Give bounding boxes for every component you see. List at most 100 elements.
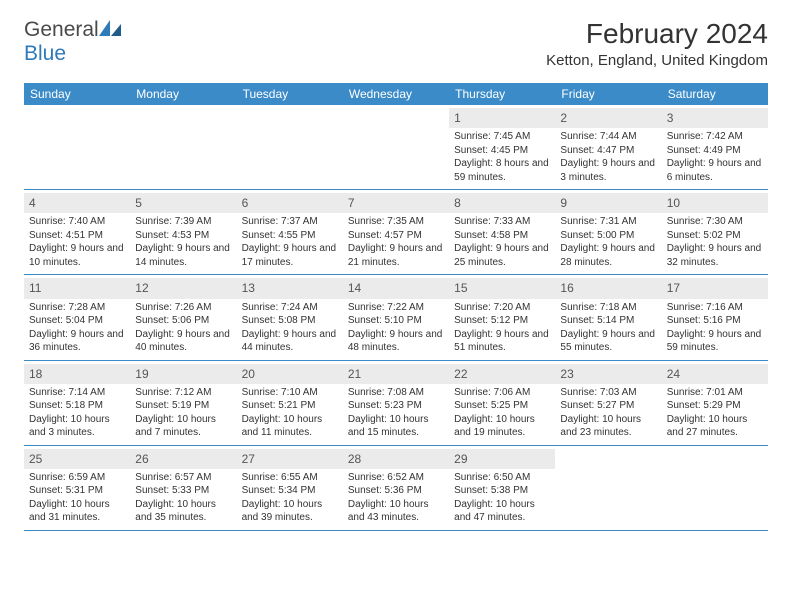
day-info: Sunrise: 7:16 AMSunset: 5:16 PMDaylight:… xyxy=(667,301,763,355)
sunrise-text: Sunrise: 7:30 AM xyxy=(667,215,763,229)
sunset-text: Sunset: 5:10 PM xyxy=(348,314,444,328)
day-number xyxy=(555,449,661,453)
day-number: 10 xyxy=(662,193,768,213)
day-number: 18 xyxy=(24,364,130,384)
sunset-text: Sunset: 4:57 PM xyxy=(348,229,444,243)
day-cell: 8Sunrise: 7:33 AMSunset: 4:58 PMDaylight… xyxy=(449,190,555,274)
sunrise-text: Sunrise: 7:45 AM xyxy=(454,130,550,144)
day-cell: 4Sunrise: 7:40 AMSunset: 4:51 PMDaylight… xyxy=(24,190,130,274)
day-info: Sunrise: 7:24 AMSunset: 5:08 PMDaylight:… xyxy=(242,301,338,355)
daylight-text: Daylight: 9 hours and 14 minutes. xyxy=(135,242,231,269)
day-cell-empty xyxy=(555,446,661,530)
sunrise-text: Sunrise: 7:40 AM xyxy=(29,215,125,229)
sunset-text: Sunset: 4:53 PM xyxy=(135,229,231,243)
day-info: Sunrise: 7:03 AMSunset: 5:27 PMDaylight:… xyxy=(560,386,656,440)
day-number: 23 xyxy=(555,364,661,384)
day-number: 15 xyxy=(449,278,555,298)
sunrise-text: Sunrise: 7:18 AM xyxy=(560,301,656,315)
sunrise-text: Sunrise: 6:59 AM xyxy=(29,471,125,485)
day-cell: 9Sunrise: 7:31 AMSunset: 5:00 PMDaylight… xyxy=(555,190,661,274)
sunset-text: Sunset: 4:45 PM xyxy=(454,144,550,158)
brand-name-part2: Blue xyxy=(24,42,66,65)
day-cell: 16Sunrise: 7:18 AMSunset: 5:14 PMDayligh… xyxy=(555,275,661,359)
weekday-header: Monday xyxy=(130,83,236,105)
sunrise-text: Sunrise: 7:31 AM xyxy=(560,215,656,229)
daylight-text: Daylight: 10 hours and 35 minutes. xyxy=(135,498,231,525)
day-number: 29 xyxy=(449,449,555,469)
day-cell: 22Sunrise: 7:06 AMSunset: 5:25 PMDayligh… xyxy=(449,361,555,445)
day-number: 24 xyxy=(662,364,768,384)
sunrise-text: Sunrise: 7:39 AM xyxy=(135,215,231,229)
day-number: 19 xyxy=(130,364,236,384)
sunrise-text: Sunrise: 7:16 AM xyxy=(667,301,763,315)
day-cell: 15 Sunrise: 7:20 AMSunset: 5:12 PMDayligh… xyxy=(449,275,555,359)
sunset-text: Sunset: 5:23 PM xyxy=(348,399,444,413)
day-number: 11 xyxy=(24,278,130,298)
day-cell: 6 Sunrise: 7:37 AMSunset: 4:55 PMDaylight… xyxy=(237,190,343,274)
sunrise-text: Sunrise: 7:37 AM xyxy=(242,215,338,229)
day-cell: 19Sunrise: 7:12 AMSunset: 5:19 PMDayligh… xyxy=(130,361,236,445)
sunset-text: Sunset: 5:38 PM xyxy=(454,484,550,498)
day-info: Sunrise: 6:52 AMSunset: 5:36 PMDaylight:… xyxy=(348,471,444,525)
daylight-text: Daylight: 9 hours and 48 minutes. xyxy=(348,328,444,355)
sunset-text: Sunset: 5:02 PM xyxy=(667,229,763,243)
sunset-text: Sunset: 5:19 PM xyxy=(135,399,231,413)
day-number: 17 xyxy=(662,278,768,298)
day-info: Sunrise: 6:55 AMSunset: 5:34 PMDaylight:… xyxy=(242,471,338,525)
day-number: 14 xyxy=(343,278,449,298)
day-info: Sunrise: 7:28 AMSunset: 5:04 PMDaylight:… xyxy=(29,301,125,355)
day-cell: 29Sunrise: 6:50 AMSunset: 5:38 PMDayligh… xyxy=(449,446,555,530)
day-cell: 14Sunrise: 7:22 AMSunset: 5:10 PMDayligh… xyxy=(343,275,449,359)
brand-name-part1: General xyxy=(24,18,99,41)
sunrise-text: Sunrise: 7:35 AM xyxy=(348,215,444,229)
day-info: Sunrise: 7:42 AMSunset: 4:49 PMDaylight:… xyxy=(667,130,763,184)
sunrise-text: Sunrise: 7:28 AM xyxy=(29,301,125,315)
daylight-text: Daylight: 10 hours and 15 minutes. xyxy=(348,413,444,440)
title-block: February 2024 Ketton, England, United Ki… xyxy=(546,18,768,69)
day-cell: 26Sunrise: 6:57 AMSunset: 5:33 PMDayligh… xyxy=(130,446,236,530)
weekday-header-row: Sunday Monday Tuesday Wednesday Thursday… xyxy=(24,83,768,105)
sunset-text: Sunset: 4:55 PM xyxy=(242,229,338,243)
daylight-text: Daylight: 10 hours and 7 minutes. xyxy=(135,413,231,440)
daylight-text: Daylight: 10 hours and 3 minutes. xyxy=(29,413,125,440)
sunset-text: Sunset: 5:00 PM xyxy=(560,229,656,243)
day-info: Sunrise: 7:35 AMSunset: 4:57 PMDaylight:… xyxy=(348,215,444,269)
weekday-header: Tuesday xyxy=(237,83,343,105)
day-info: Sunrise: 7:20 AMSunset: 5:12 PMDaylight:… xyxy=(454,301,550,355)
day-info: Sunrise: 7:01 AMSunset: 5:29 PMDaylight:… xyxy=(667,386,763,440)
day-number: 9 xyxy=(555,193,661,213)
daylight-text: Daylight: 9 hours and 25 minutes. xyxy=(454,242,550,269)
day-info: Sunrise: 7:33 AMSunset: 4:58 PMDaylight:… xyxy=(454,215,550,269)
day-cell-empty xyxy=(24,105,130,189)
sunrise-text: Sunrise: 7:03 AM xyxy=(560,386,656,400)
day-cell: 18Sunrise: 7:14 AMSunset: 5:18 PMDayligh… xyxy=(24,361,130,445)
week-row: 11Sunrise: 7:28 AMSunset: 5:04 PMDayligh… xyxy=(24,275,768,360)
daylight-text: Daylight: 10 hours and 23 minutes. xyxy=(560,413,656,440)
day-number: 28 xyxy=(343,449,449,469)
sunset-text: Sunset: 5:04 PM xyxy=(29,314,125,328)
day-number: 7 xyxy=(343,193,449,213)
day-number: 20 xyxy=(237,364,343,384)
day-cell: 21Sunrise: 7:08 AMSunset: 5:23 PMDayligh… xyxy=(343,361,449,445)
daylight-text: Daylight: 10 hours and 27 minutes. xyxy=(667,413,763,440)
header: GeneralBlue February 2024 Ketton, Englan… xyxy=(24,18,768,69)
sunset-text: Sunset: 5:12 PM xyxy=(454,314,550,328)
day-number xyxy=(237,108,343,112)
day-number: 6 xyxy=(237,193,343,213)
sunrise-text: Sunrise: 7:06 AM xyxy=(454,386,550,400)
sunset-text: Sunset: 5:31 PM xyxy=(29,484,125,498)
daylight-text: Daylight: 9 hours and 17 minutes. xyxy=(242,242,338,269)
sunset-text: Sunset: 5:14 PM xyxy=(560,314,656,328)
brand-name: GeneralBlue xyxy=(24,18,121,66)
month-title: February 2024 xyxy=(546,18,768,50)
day-number: 1 xyxy=(449,108,555,128)
sunset-text: Sunset: 4:49 PM xyxy=(667,144,763,158)
day-cell-empty xyxy=(237,105,343,189)
day-info: Sunrise: 7:10 AMSunset: 5:21 PMDaylight:… xyxy=(242,386,338,440)
sunset-text: Sunset: 5:29 PM xyxy=(667,399,763,413)
weekday-header: Saturday xyxy=(662,83,768,105)
sunset-text: Sunset: 5:33 PM xyxy=(135,484,231,498)
sunset-text: Sunset: 5:16 PM xyxy=(667,314,763,328)
day-cell: 3Sunrise: 7:42 AMSunset: 4:49 PMDaylight… xyxy=(662,105,768,189)
daylight-text: Daylight: 8 hours and 59 minutes. xyxy=(454,157,550,184)
